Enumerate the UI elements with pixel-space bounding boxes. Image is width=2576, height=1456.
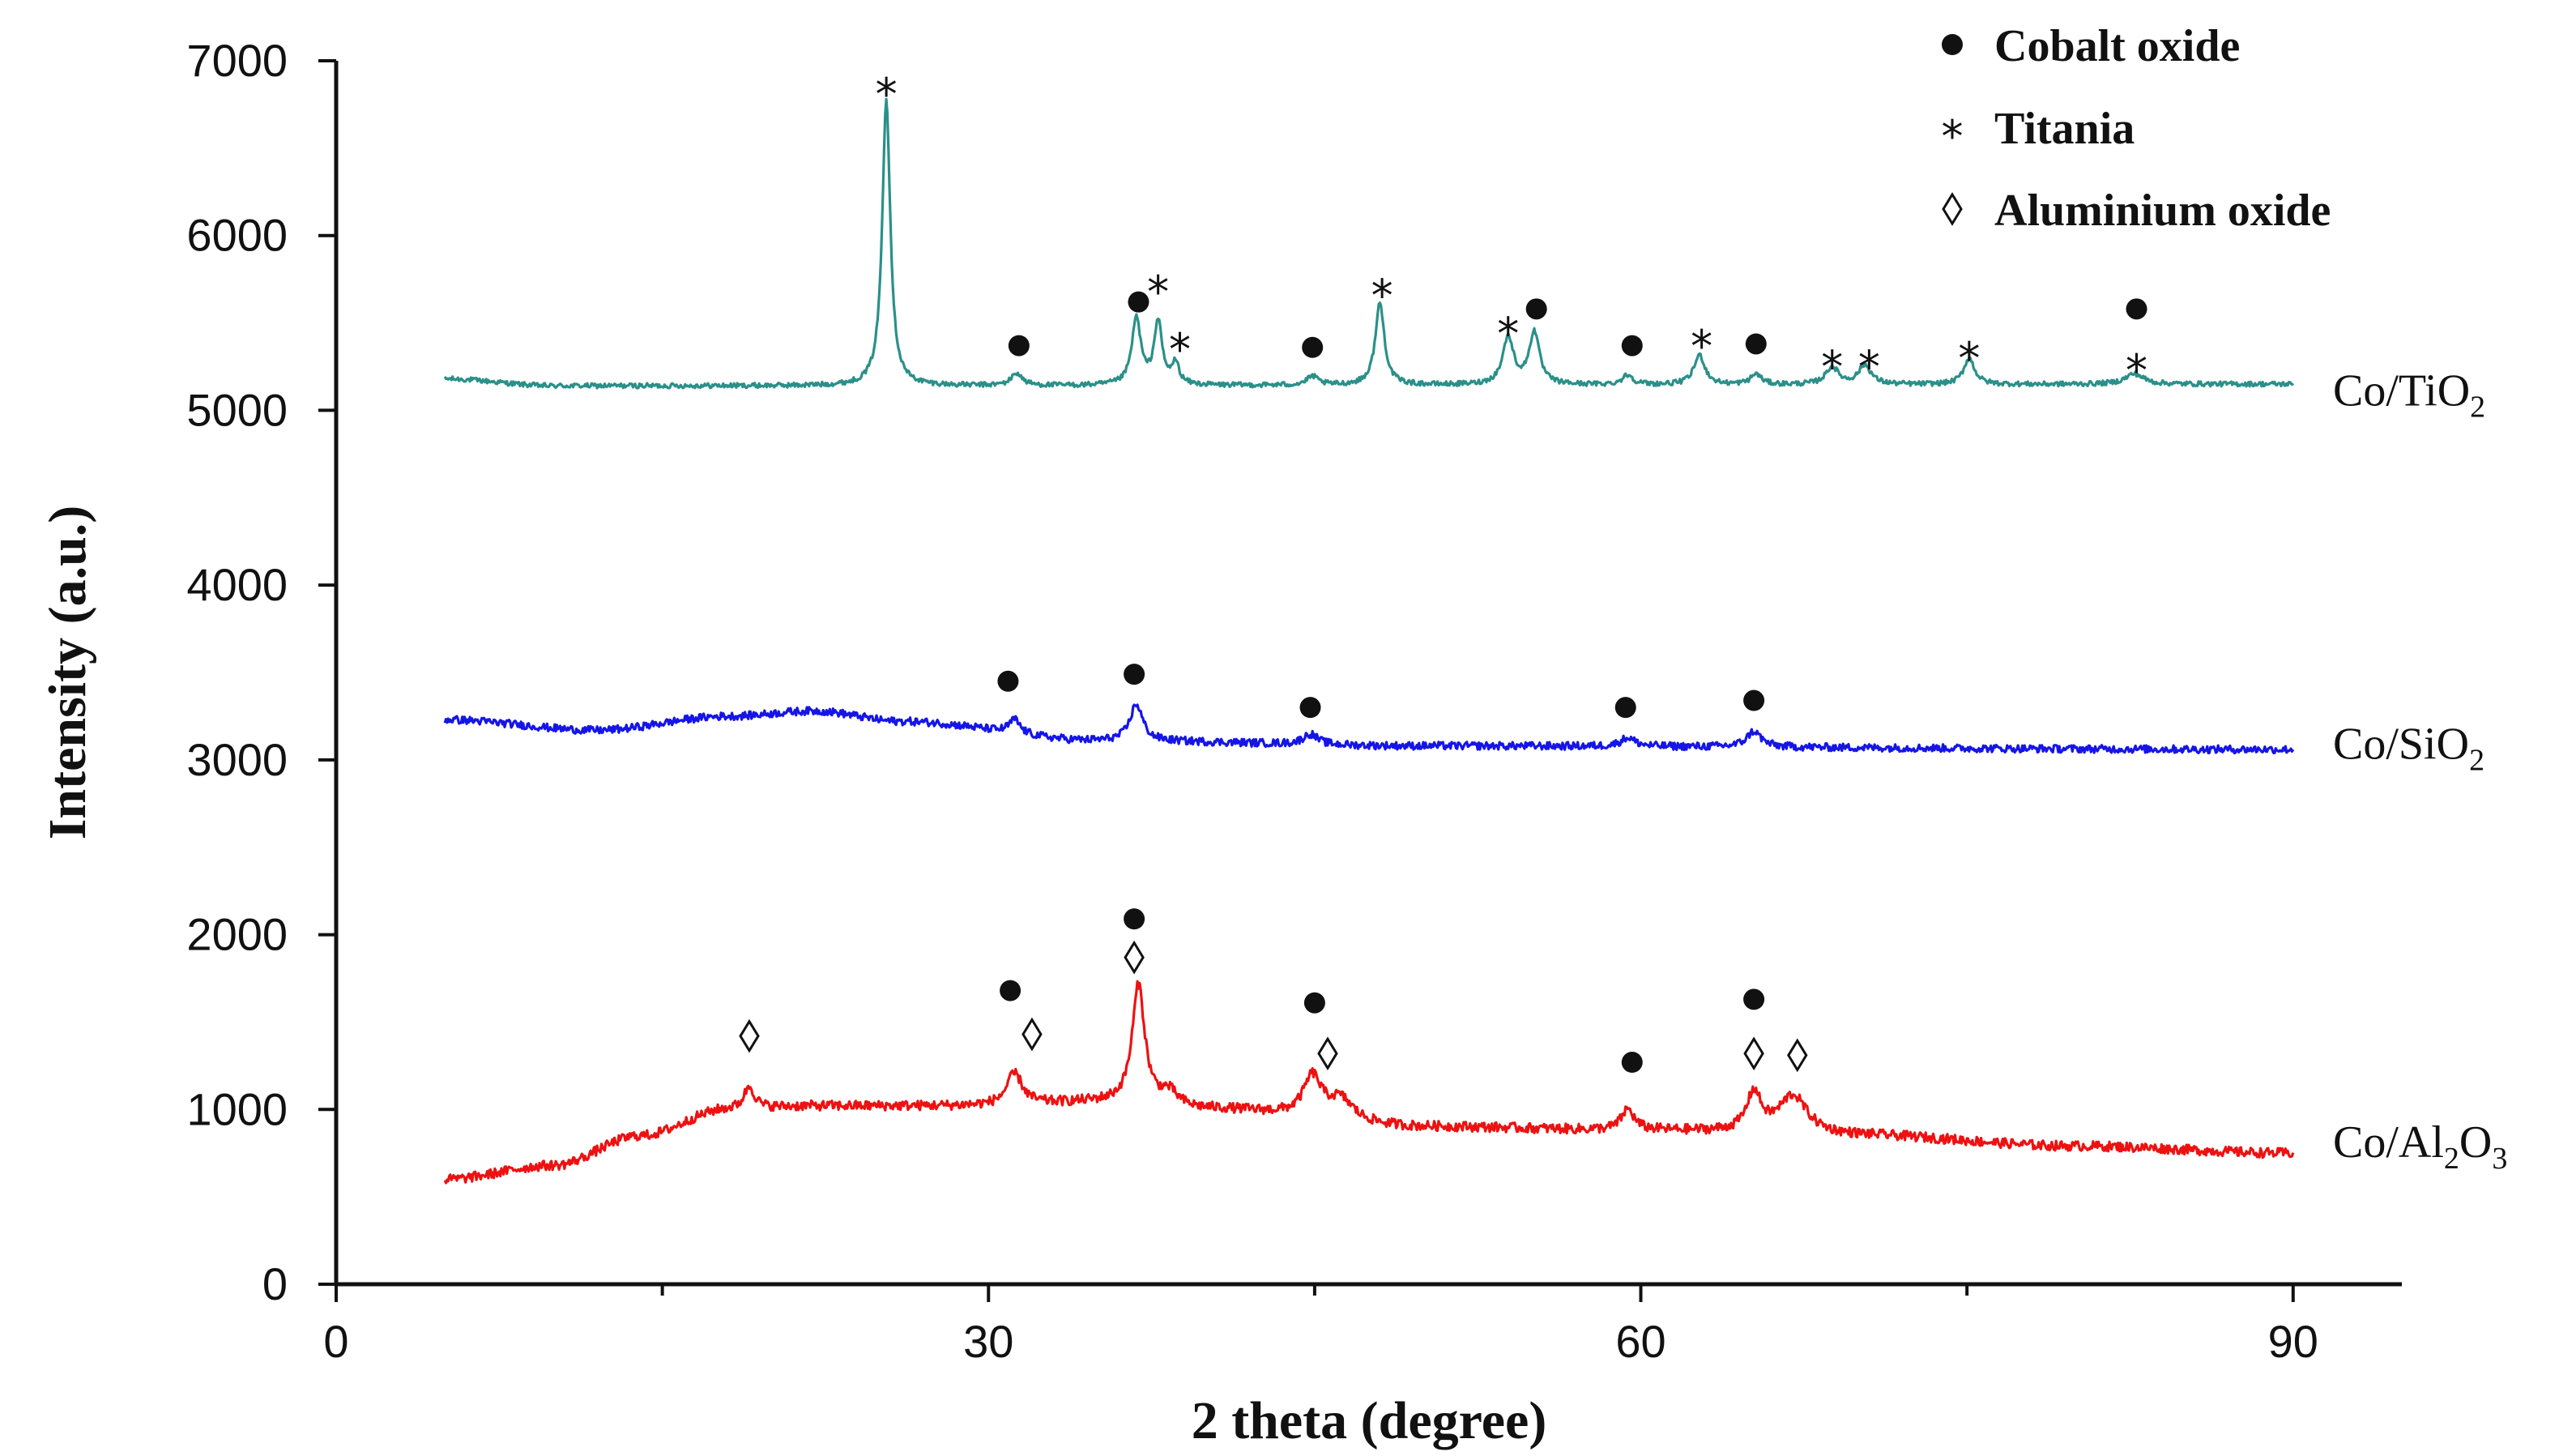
- cobalt-oxide-marker: [2126, 298, 2147, 320]
- aluminium-oxide-marker: [1124, 940, 1145, 975]
- x-tick-label: 90: [2268, 1316, 2318, 1367]
- series-layer: [443, 97, 2295, 1185]
- y-tick-label: 4000: [186, 559, 288, 610]
- x-axis-title: 2 theta (degree): [1192, 1391, 1547, 1450]
- cobalt-oxide-marker: [1525, 298, 1547, 320]
- aluminium-oxide-marker: [1787, 1038, 1808, 1073]
- aluminium-oxide-marker: [1942, 192, 1963, 226]
- y-tick-label: 6000: [186, 210, 288, 261]
- cobalt-oxide-marker: [1008, 335, 1030, 357]
- legend-label: Aluminium oxide: [1994, 186, 2331, 236]
- aluminium-oxide-marker: [1021, 1017, 1043, 1052]
- series-labels: Co/TiO2 Co/SiO2 Co/Al2O3: [2333, 366, 2507, 1176]
- aluminium-oxide-marker: [1743, 1036, 1764, 1071]
- cobalt-oxide-marker: [1302, 336, 1324, 358]
- x-tick-label: 0: [323, 1316, 348, 1367]
- titania-marker: *: [2126, 345, 2147, 396]
- x-tick-label: 30: [963, 1316, 1013, 1367]
- legend: Cobalt oxide * Titania Aluminium oxide: [1942, 21, 2331, 236]
- cobalt-oxide-marker: [1743, 690, 1765, 711]
- titania-marker: *: [1858, 342, 1880, 393]
- cobalt-oxide-marker: [1128, 291, 1149, 313]
- y-tick-label: 2000: [186, 909, 288, 960]
- titania-marker: *: [1958, 333, 1980, 384]
- titania-marker: *: [876, 69, 898, 120]
- cobalt-oxide-marker: [1303, 992, 1325, 1014]
- cobalt-oxide-marker: [1621, 1052, 1643, 1074]
- cobalt-oxide-marker: [1000, 980, 1021, 1001]
- series-label: Co/SiO2: [2333, 719, 2484, 777]
- series-label: Co/TiO2: [2333, 366, 2485, 425]
- y-tick-label: 5000: [186, 384, 288, 435]
- aluminium-oxide-marker: [1317, 1036, 1338, 1071]
- aluminium-oxide-marker: [739, 1018, 760, 1053]
- cobalt-oxide-marker: [1621, 335, 1643, 357]
- y-tick-label: 1000: [186, 1083, 288, 1134]
- cobalt-oxide-marker: [1124, 664, 1145, 685]
- cobalt-oxide-marker: [1124, 908, 1145, 930]
- x-tick-label: 60: [1615, 1316, 1665, 1367]
- cobalt-oxide-marker: [1614, 697, 1636, 719]
- y-tick-label: 7000: [186, 35, 288, 86]
- y-axis-title: Intensity (a.u.): [38, 506, 97, 840]
- cobalt-oxide-marker: [1743, 988, 1765, 1010]
- titania-marker: *: [1147, 267, 1169, 318]
- series-label: Co/Al2O3: [2333, 1117, 2507, 1176]
- titania-marker: *: [1371, 270, 1393, 321]
- titania-marker: *: [1169, 324, 1191, 375]
- cobalt-oxide-marker: [1745, 333, 1767, 355]
- titania-marker: *: [1821, 342, 1843, 393]
- titania-marker: *: [1497, 309, 1519, 360]
- series-line: [443, 97, 2294, 390]
- cobalt-oxide-marker: [997, 670, 1019, 692]
- cobalt-oxide-marker: [1299, 697, 1321, 719]
- cobalt-oxide-marker: [1942, 34, 1963, 55]
- titania-marker: *: [1942, 111, 1964, 162]
- y-axis-ticks: 0 1000 2000 3000 4000 5000 6000 7000: [186, 35, 336, 1309]
- series-line: [443, 980, 2295, 1185]
- titania-marker: *: [1691, 321, 1712, 372]
- y-tick-label: 0: [262, 1258, 288, 1309]
- y-tick-label: 3000: [186, 734, 288, 785]
- legend-label: Titania: [1994, 104, 2135, 154]
- series-line: [443, 703, 2295, 755]
- plot-frame: [334, 61, 2402, 1287]
- legend-label: Cobalt oxide: [1994, 21, 2240, 71]
- peak-annotations: ***** * * * * *: [739, 69, 2147, 1074]
- x-axis-ticks: 0 30 60 90: [323, 1284, 2318, 1367]
